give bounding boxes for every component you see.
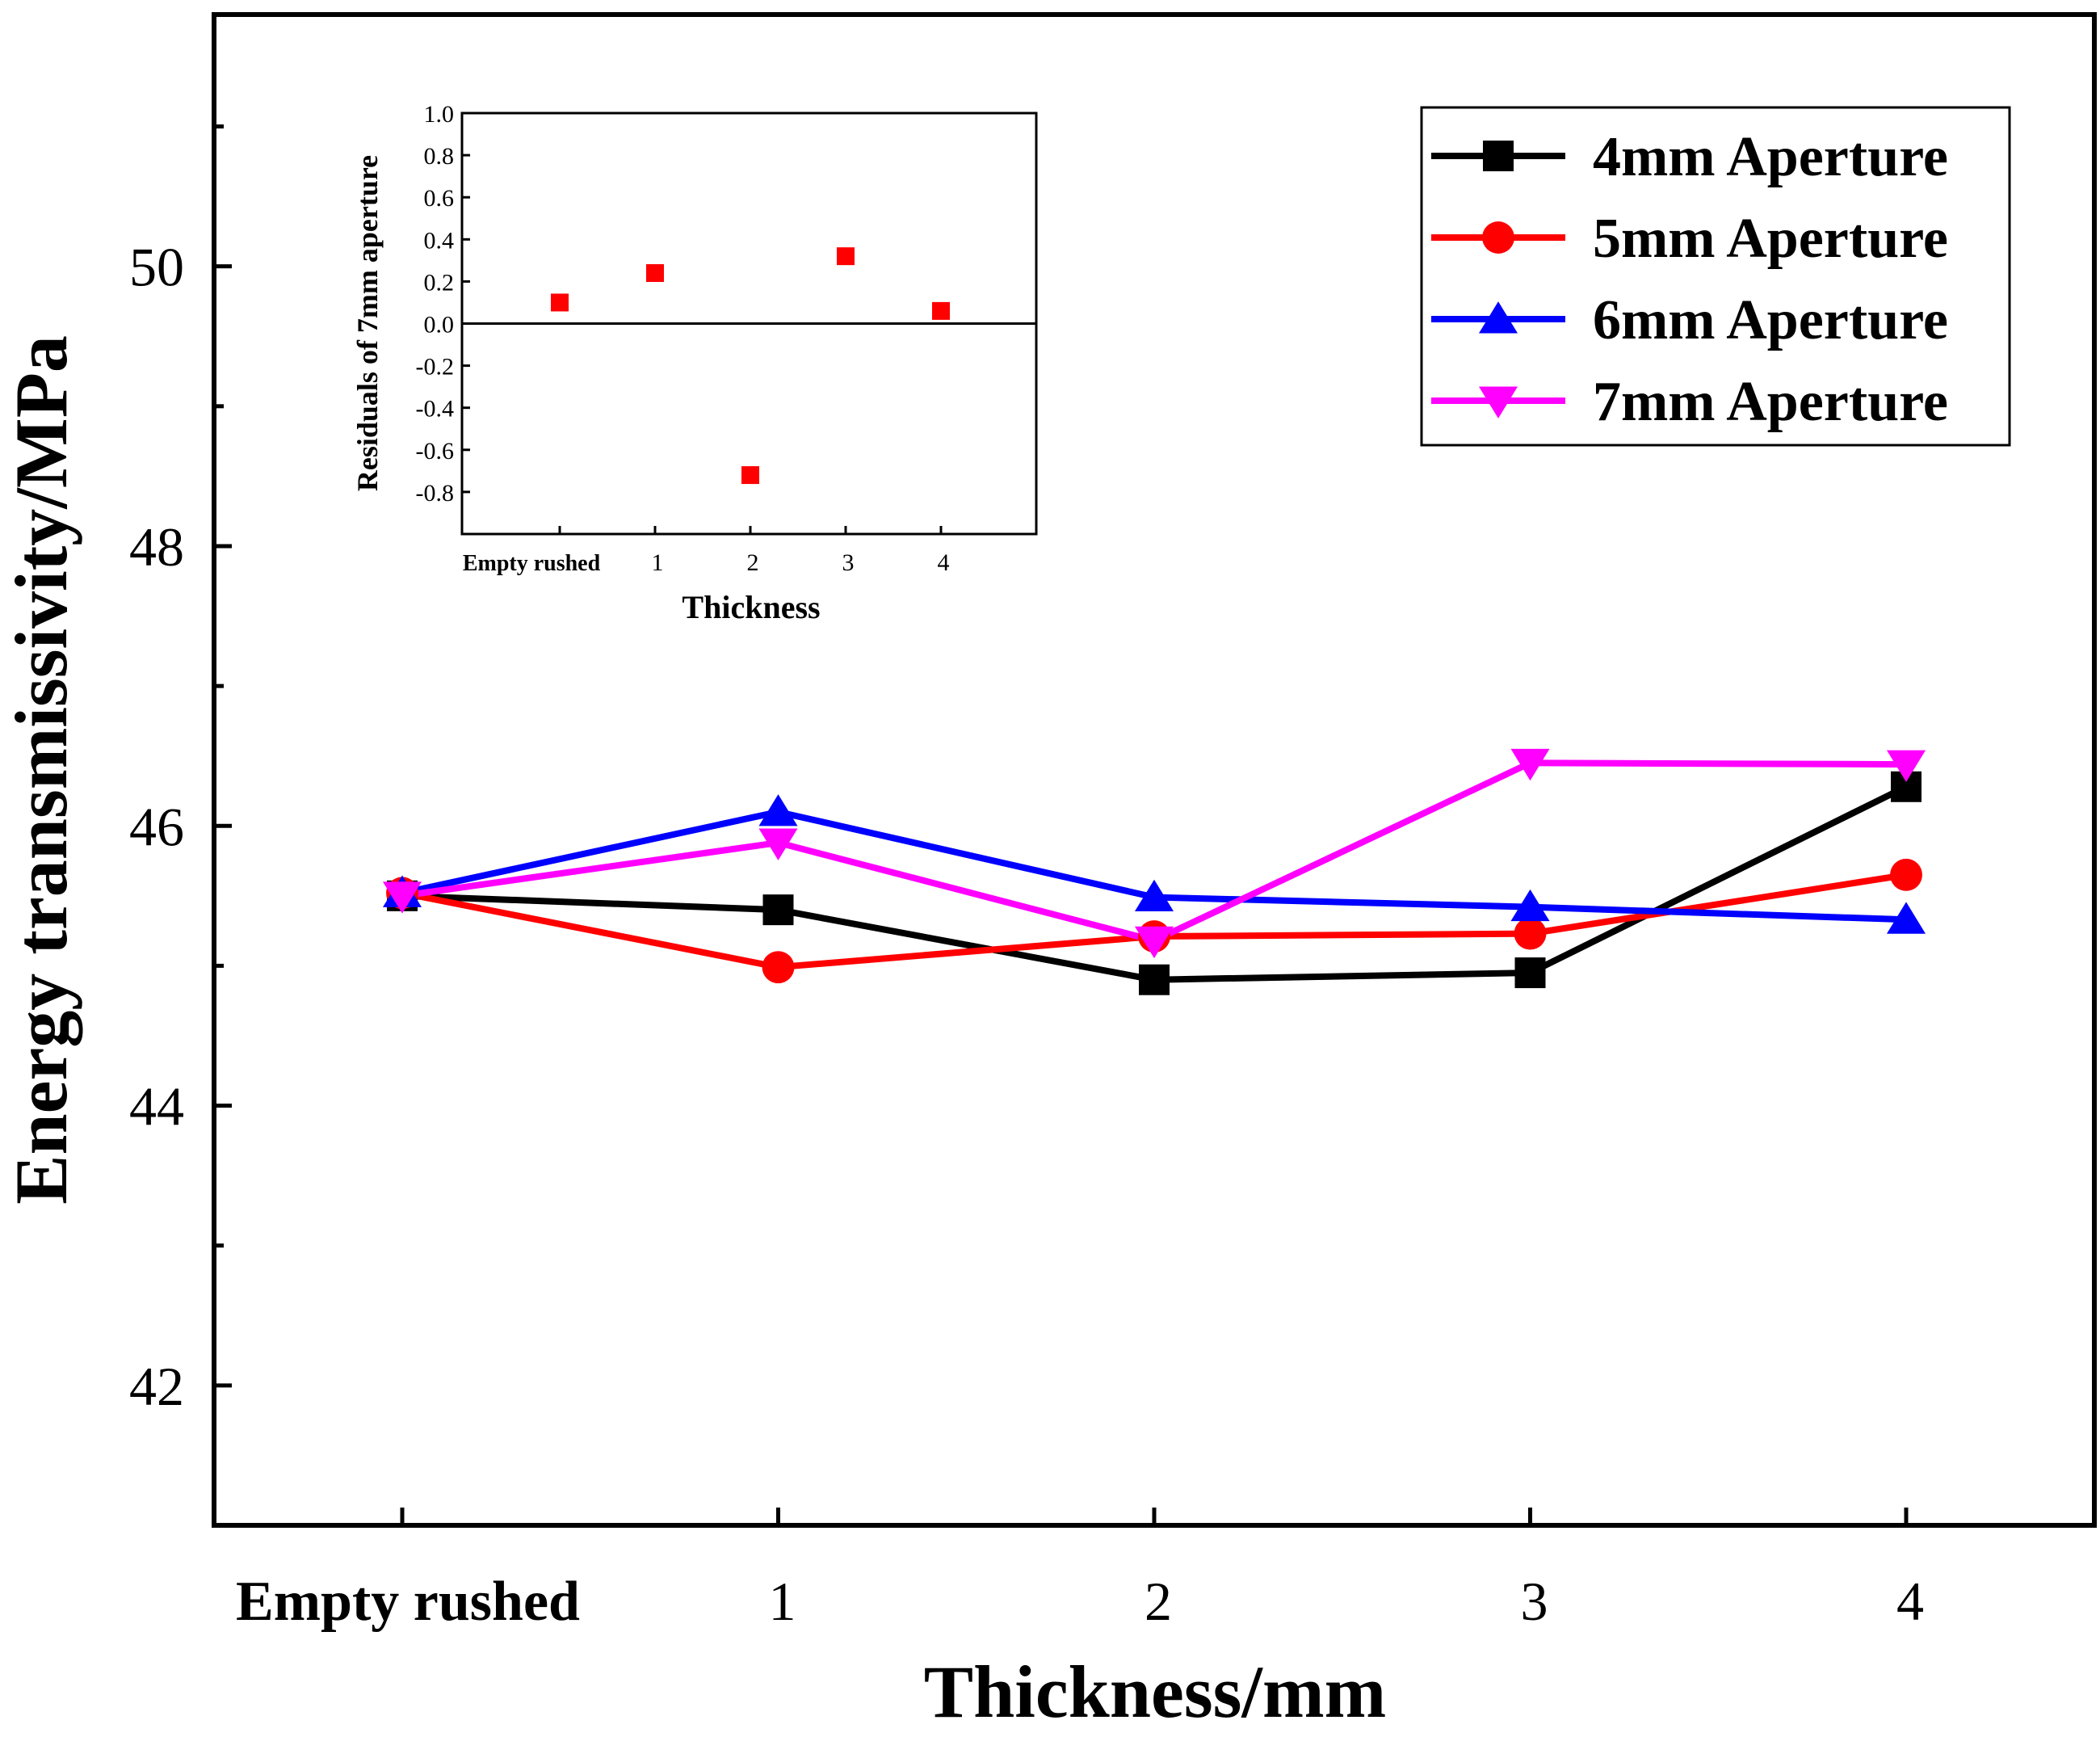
inset-y-tick-label: 0.0 <box>424 312 455 339</box>
legend-marker <box>1483 141 1514 171</box>
series-point-6mm <box>1886 902 1926 934</box>
main-x-axis-label: Thickness/mm <box>924 1651 1387 1733</box>
inset-residual-point <box>646 263 664 282</box>
legend-label: 5mm Aperture <box>1593 208 1948 270</box>
series-point-7mm <box>1886 750 1926 782</box>
series-point-7mm <box>758 828 798 860</box>
inset-x-axis-label: Thickness <box>682 589 820 625</box>
inset-x-tick-label: 2 <box>747 549 759 576</box>
inset-y-tick-label: 0.2 <box>424 269 455 296</box>
series-point-7mm <box>382 881 422 914</box>
series-point-7mm <box>1134 926 1174 959</box>
main-y-tick-label: 42 <box>129 1356 184 1417</box>
inset-residual-point <box>932 301 950 320</box>
inset-residual-point <box>551 293 569 312</box>
legend-marker <box>1478 386 1518 418</box>
series-point-5mm <box>762 951 795 984</box>
main-x-tick-label: Empty rushed <box>236 1571 580 1633</box>
inset-y-tick-label: 0.8 <box>424 143 455 170</box>
inset-x-tick-label: 4 <box>938 549 950 576</box>
main-y-tick-label: 46 <box>129 796 184 857</box>
main-x-tick-label: 1 <box>769 1571 796 1632</box>
inset-y-tick-label: 0.6 <box>424 185 455 212</box>
inset-y-tick-label: 1.0 <box>424 101 455 128</box>
inset-y-tick-label: -0.2 <box>416 354 455 381</box>
inset-y-tick-label: 0.4 <box>424 227 455 254</box>
inset-y-tick-label: -0.6 <box>416 438 455 465</box>
series-point-5mm <box>1890 858 1922 891</box>
legend-label: 4mm Aperture <box>1593 126 1948 188</box>
main-y-tick-label: 48 <box>129 516 184 578</box>
series-point-7mm <box>1510 748 1550 781</box>
inset-x-tick-label: 3 <box>842 549 855 576</box>
main-x-tick-label: 3 <box>1521 1571 1548 1632</box>
series-point-6mm <box>758 794 798 826</box>
main-x-tick-label: 4 <box>1896 1571 1924 1632</box>
inset-y-axis-label: Residuals of 7mm aperture <box>351 155 384 491</box>
series-point-4mm <box>1139 964 1170 995</box>
series-point-6mm <box>1510 889 1550 922</box>
main-y-tick-label: 44 <box>129 1076 184 1138</box>
series-point-6mm <box>1134 879 1174 912</box>
legend-box <box>1420 106 2011 447</box>
inset-x-tick-label: Empty rushed <box>463 551 601 576</box>
series-point-5mm <box>1514 917 1547 950</box>
main-y-axis-label: Energy transmissivity/MPa <box>0 335 82 1205</box>
legend-marker <box>1478 301 1518 334</box>
inset-residual-point <box>741 466 759 485</box>
inset-y-tick-label: -0.8 <box>416 480 455 507</box>
legend-label: 7mm Aperture <box>1593 371 1948 433</box>
main-x-tick-label: 2 <box>1144 1571 1172 1632</box>
legend-marker <box>1482 221 1514 254</box>
main-y-tick-label: 50 <box>129 237 184 298</box>
inset-x-tick-label: 1 <box>652 549 664 576</box>
series-point-4mm <box>1514 957 1546 989</box>
legend-label: 6mm Aperture <box>1593 289 1948 351</box>
inset-residual-point <box>837 247 855 266</box>
series-point-4mm <box>762 894 794 926</box>
inset-y-tick-label: -0.4 <box>416 396 455 423</box>
